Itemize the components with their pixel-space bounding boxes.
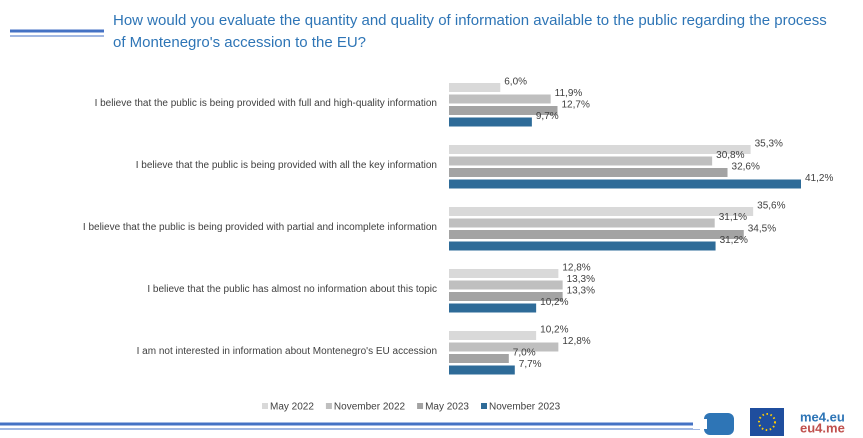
legend-swatch: [325, 403, 332, 409]
bar: [449, 365, 515, 375]
bar: [449, 207, 754, 216]
category-label: I am not interested in information about…: [136, 345, 437, 357]
data-label: 31,2%: [720, 235, 748, 246]
data-label: 11,9%: [555, 88, 583, 99]
legend-label: November 2023: [489, 402, 561, 413]
data-label: 10,2%: [540, 325, 568, 336]
bar: [449, 179, 801, 189]
data-label: 32,6%: [732, 162, 760, 173]
bar: [449, 83, 501, 92]
bar: [449, 269, 559, 278]
data-label: 7,0%: [513, 348, 536, 359]
bar: [449, 303, 537, 313]
bar: [449, 218, 715, 228]
legend-label: May 2022: [270, 402, 314, 413]
bar: [449, 342, 559, 352]
category-label: I believe that the public is being provi…: [82, 221, 437, 233]
data-label: 13,3%: [567, 286, 595, 297]
eu-stars: [758, 413, 776, 431]
bar: [449, 117, 532, 127]
data-label: 12,7%: [562, 100, 590, 111]
logo-shape: [693, 419, 707, 429]
eu-flag: [750, 408, 784, 436]
bar: [449, 331, 537, 340]
category-label: I believe that the public has almost no …: [147, 283, 437, 295]
legend-label: November 2022: [334, 402, 406, 413]
legend-swatch: [417, 403, 424, 409]
data-label: 12,8%: [562, 336, 590, 347]
bar: [449, 106, 558, 115]
data-label: 35,6%: [757, 201, 785, 212]
bar: [449, 354, 509, 363]
data-label: 30,8%: [716, 150, 744, 161]
bar: [449, 292, 563, 301]
logo-text: me4.eu: [800, 409, 845, 424]
data-label: 41,2%: [805, 173, 833, 184]
category-label: I believe that the public is being provi…: [135, 159, 437, 171]
data-label: 7,7%: [519, 359, 542, 370]
data-label: 12,8%: [562, 263, 590, 274]
bar: [449, 145, 751, 154]
data-label: 31,1%: [719, 212, 747, 223]
data-label: 6,0%: [504, 77, 527, 88]
bar: [449, 280, 563, 290]
logo-text: eu4.me: [800, 420, 845, 435]
legend-label: May 2023: [425, 402, 469, 413]
bar: [449, 94, 551, 104]
legend-swatch: [481, 403, 487, 409]
legend-swatch: [262, 403, 268, 409]
bar: [449, 168, 728, 177]
category-label: I believe that the public is being provi…: [94, 97, 437, 109]
data-label: 10,2%: [540, 297, 568, 308]
bar: [449, 230, 744, 239]
data-label: 35,3%: [755, 139, 783, 150]
bar: [449, 156, 713, 166]
data-label: 13,3%: [567, 274, 595, 285]
bar: [449, 241, 716, 251]
logo-shape: [704, 413, 734, 435]
data-label: 34,5%: [748, 224, 776, 235]
chart-title: How would you evaluate the quantity and …: [113, 12, 827, 51]
data-label: 9,7%: [536, 111, 559, 122]
